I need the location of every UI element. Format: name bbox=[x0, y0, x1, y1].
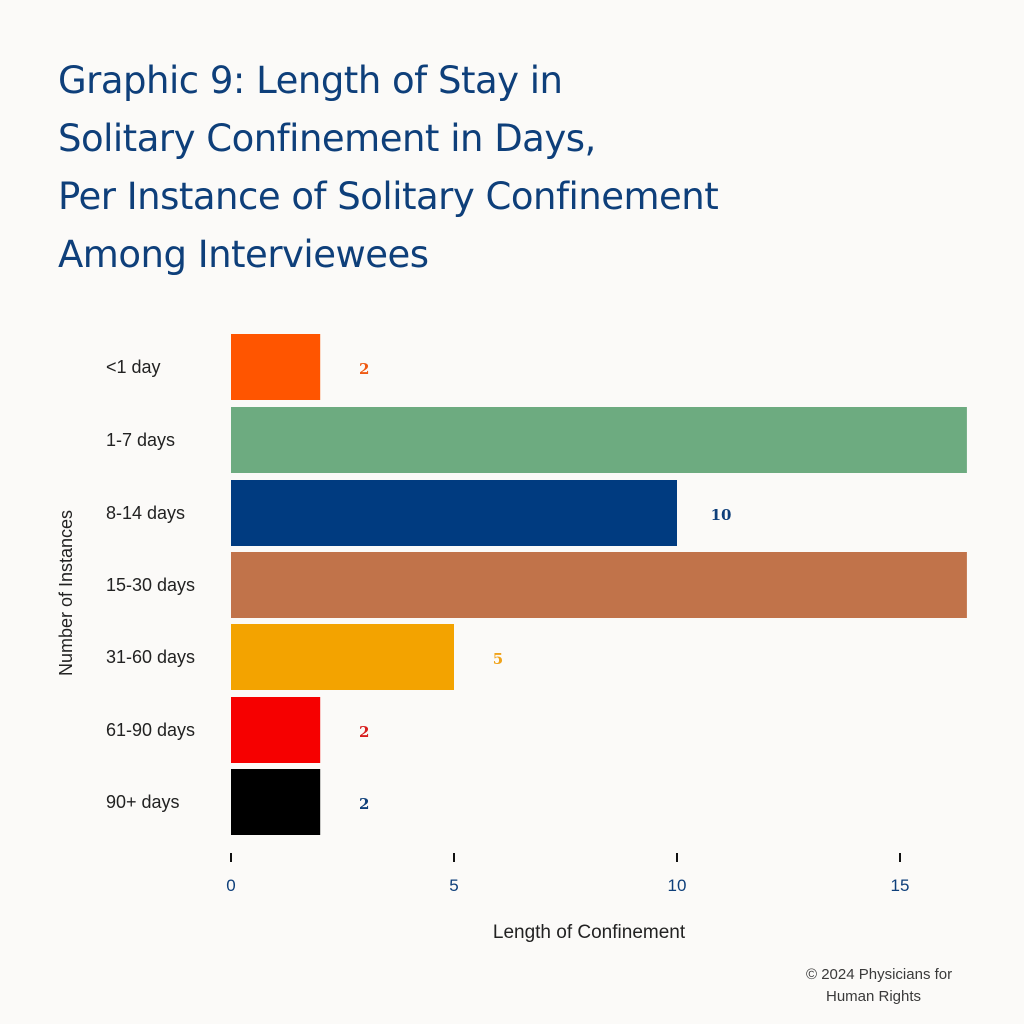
y-axis-title: Number of Instances bbox=[56, 510, 76, 676]
x-axis: 0 5 10 15 bbox=[226, 853, 909, 895]
category-label: 1-7 days bbox=[106, 430, 175, 450]
category-labels: <1 day 1-7 days 8-14 days 15-30 days 31-60 d… bbox=[106, 357, 195, 812]
x-tick-label: 5 bbox=[449, 876, 458, 895]
credit-line: Human Rights bbox=[826, 988, 922, 1005]
category-label: 8-14 days bbox=[106, 503, 185, 523]
title-line: Solitary Confinement in Days, bbox=[58, 117, 596, 160]
data-labels: 2 10 5 2 2 bbox=[359, 360, 731, 813]
data-label: 10 bbox=[711, 506, 732, 524]
credit-line: © 2024 Physicians for bbox=[806, 966, 953, 983]
bar-5 bbox=[231, 697, 321, 763]
x-tick-label: 15 bbox=[891, 876, 910, 895]
x-axis-title: Length of Confinement bbox=[493, 922, 686, 943]
category-label: 90+ days bbox=[106, 792, 180, 812]
copyright-credit: © 2024 Physicians for Human Rights bbox=[806, 964, 1006, 1008]
category-label: 15-30 days bbox=[106, 575, 195, 595]
bars-group bbox=[231, 334, 967, 835]
data-label: 2 bbox=[359, 723, 369, 741]
data-label: 5 bbox=[493, 650, 503, 668]
category-label: <1 day bbox=[106, 357, 161, 377]
bar-4 bbox=[231, 624, 454, 690]
title-line: Among Interviewees bbox=[58, 233, 429, 276]
category-label: 31-60 days bbox=[106, 647, 195, 667]
title-line: Per Instance of Solitary Confinement bbox=[58, 175, 719, 218]
bar-1 bbox=[231, 407, 967, 473]
data-label: 2 bbox=[359, 360, 369, 378]
x-tick-label: 10 bbox=[668, 876, 687, 895]
data-label: 2 bbox=[359, 795, 369, 813]
title-line: Graphic 9: Length of Stay in bbox=[58, 59, 563, 102]
bar-3 bbox=[231, 552, 967, 618]
category-label: 61-90 days bbox=[106, 720, 195, 740]
bar-6 bbox=[231, 769, 321, 835]
bar-2 bbox=[231, 480, 677, 546]
x-tick-label: 0 bbox=[226, 876, 235, 895]
chart-title: Graphic 9: Length of Stay in Solitary Co… bbox=[58, 52, 958, 284]
bar-0 bbox=[231, 334, 321, 400]
